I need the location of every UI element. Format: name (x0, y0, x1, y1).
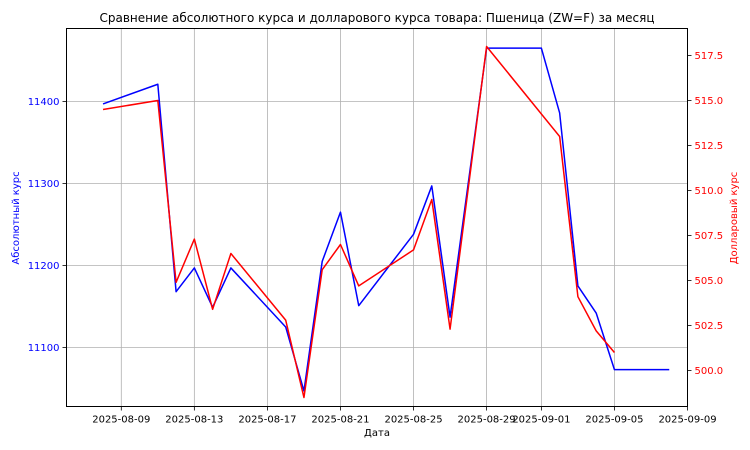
x-tick-label: 2025-08-29 (458, 415, 516, 426)
right-y-tick-label: 515.0 (695, 96, 724, 107)
chart-title: Сравнение абсолютного курса и долларовог… (100, 11, 655, 25)
x-tick-label: 2025-09-01 (512, 415, 570, 426)
left-y-tick-label: 11300 (28, 179, 60, 190)
right-y-tick-label: 505.0 (695, 276, 724, 287)
left-y-tick-label: 11100 (28, 343, 60, 354)
left-y-tick-label: 11200 (28, 261, 60, 272)
x-tick-label: 2025-08-09 (92, 415, 150, 426)
right-y-tick-label: 517.5 (695, 51, 724, 62)
right-y-axis: 500.0 502.5 505.0 507.5 510.0 512.5 515.0 517.5 (687, 51, 724, 377)
plot-frame (66, 28, 688, 407)
right-y-axis-label: Долларовый курс (729, 172, 740, 265)
x-tick-label: 2025-09-09 (658, 415, 716, 426)
left-y-tick-label: 11400 (28, 97, 60, 108)
x-tick-label: 2025-09-05 (585, 415, 643, 426)
right-y-tick-label: 502.5 (695, 321, 724, 332)
right-y-tick-label: 507.5 (695, 231, 724, 242)
x-tick-label: 2025-08-13 (165, 415, 223, 426)
right-y-tick-label: 500.0 (695, 366, 724, 377)
x-axis: 2025-08-09 2025-08-13 2025-08-17 2025-08-21… (92, 406, 717, 426)
left-y-axis: 11100 11200 11300 11400 (28, 97, 67, 354)
x-tick-label: 2025-08-21 (311, 415, 369, 426)
x-tick-label: 2025-08-17 (238, 415, 296, 426)
right-y-tick-label: 510.0 (695, 186, 724, 197)
x-axis-label: Дата (364, 428, 390, 439)
right-y-tick-label: 512.5 (695, 141, 724, 152)
grid (66, 28, 688, 407)
left-y-axis-label: Абсолютный курс (11, 171, 22, 264)
dollar-rate-line (102, 45, 616, 399)
x-tick-label: 2025-08-25 (384, 415, 442, 426)
series-layer (102, 45, 670, 399)
